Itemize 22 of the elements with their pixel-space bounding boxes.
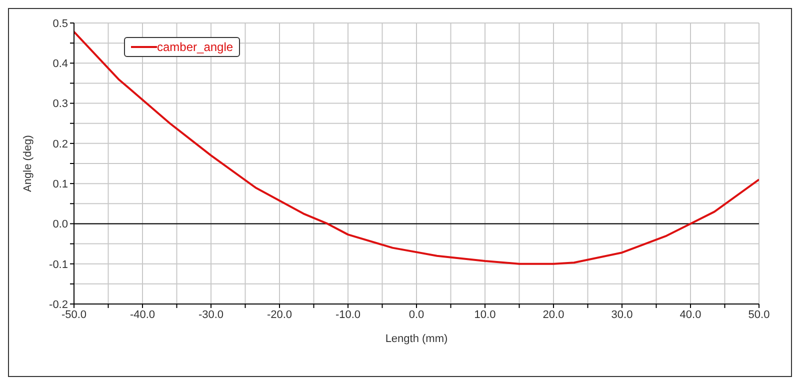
y-axis-title: Angle (deg) <box>22 135 34 192</box>
x-tick-label: -10.0 <box>335 308 361 321</box>
x-axis-title: Length (mm) <box>385 333 448 345</box>
legend-label: camber_angle <box>157 40 234 54</box>
y-tick-label: 0.1 <box>52 178 68 190</box>
x-tick-label: -20.0 <box>266 308 292 321</box>
y-tick-label: -0.1 <box>49 258 68 271</box>
x-tick-label: 30.0 <box>611 308 633 321</box>
x-tick-label: 10.0 <box>474 308 496 321</box>
x-tick-label: -30.0 <box>198 308 224 321</box>
x-tick-label: -40.0 <box>130 308 156 321</box>
x-tick-label: 20.0 <box>542 308 564 321</box>
x-tick-label: -50.0 <box>61 308 87 321</box>
x-tick-label: 40.0 <box>680 308 702 321</box>
x-tick-label: 50.0 <box>748 308 770 321</box>
y-tick-label: 0.0 <box>52 218 68 231</box>
y-tick-label: 0.2 <box>52 138 68 150</box>
y-tick-label: 0.4 <box>52 58 68 70</box>
y-tick-label: 0.5 <box>52 18 68 30</box>
y-tick-label: -0.2 <box>49 298 68 311</box>
y-tick-label: 0.3 <box>52 98 68 110</box>
x-tick-label: 0.0 <box>408 308 424 321</box>
